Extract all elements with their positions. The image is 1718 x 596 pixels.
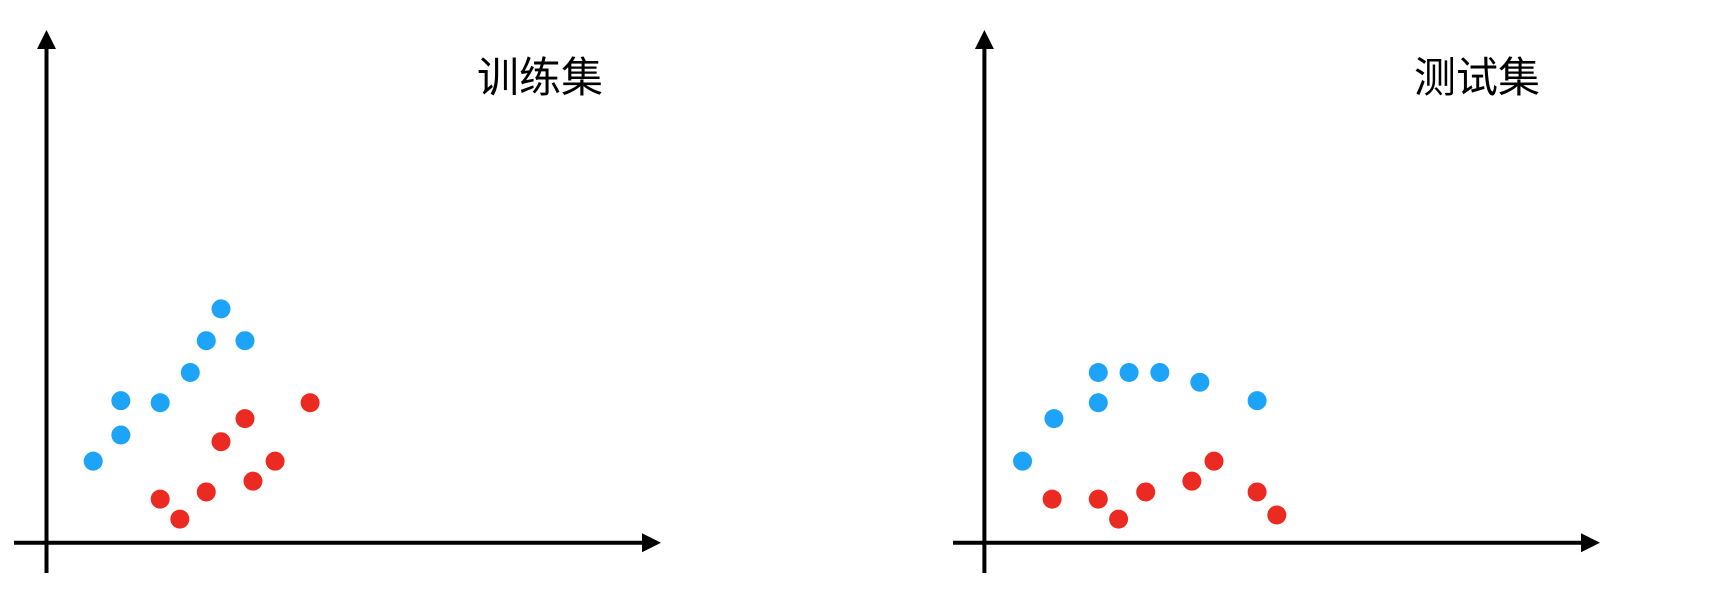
blue-data-point <box>235 331 255 351</box>
blue-data-point <box>83 451 103 471</box>
chart-title: 测试集 <box>1414 53 1540 102</box>
red-data-point <box>1247 482 1267 502</box>
blue-data-point <box>111 425 131 445</box>
blue-data-point <box>1044 409 1064 429</box>
blue-data-point <box>211 299 231 319</box>
red-data-point <box>243 471 263 491</box>
red-data-point <box>1267 505 1287 525</box>
blue-data-point <box>180 362 200 382</box>
blue-data-point <box>150 393 170 413</box>
red-data-point <box>300 393 320 413</box>
red-data-point <box>1136 482 1156 502</box>
y-axis-arrow-icon <box>974 30 994 49</box>
blue-data-point <box>196 331 216 351</box>
red-data-point <box>1088 489 1108 509</box>
red-data-point <box>1109 509 1129 529</box>
red-data-point <box>1204 451 1224 471</box>
red-data-point <box>1042 489 1062 509</box>
red-data-point <box>1182 471 1202 491</box>
x-axis-arrow-icon <box>1581 533 1600 553</box>
blue-data-point <box>1150 362 1170 382</box>
red-data-point <box>196 482 216 502</box>
blue-data-point <box>111 391 131 411</box>
blue-data-point <box>1088 393 1108 413</box>
blue-data-point <box>1119 362 1139 382</box>
y-axis-arrow-icon <box>37 30 56 49</box>
test-set-chart: 测试集 <box>953 30 1600 573</box>
blue-data-point <box>1247 391 1267 411</box>
chart-title: 训练集 <box>477 53 603 102</box>
blue-data-point <box>1088 362 1108 382</box>
x-axis-arrow-icon <box>642 533 661 553</box>
red-data-point <box>235 409 255 429</box>
train-set-chart: 训练集 <box>14 30 661 573</box>
red-data-point <box>150 489 170 509</box>
blue-data-point <box>1190 372 1210 392</box>
red-data-point <box>211 432 231 452</box>
red-data-point <box>170 509 190 529</box>
red-data-point <box>265 451 285 471</box>
blue-data-point <box>1013 451 1033 471</box>
